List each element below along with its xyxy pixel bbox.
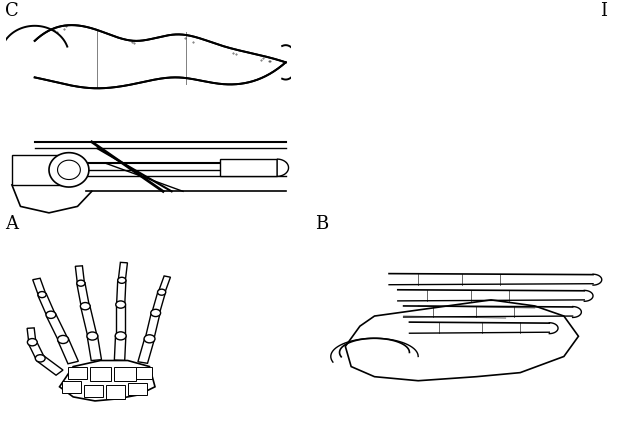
- Polygon shape: [58, 338, 78, 364]
- Polygon shape: [114, 336, 126, 360]
- Bar: [106, 385, 125, 399]
- Polygon shape: [38, 294, 55, 316]
- Polygon shape: [159, 276, 170, 293]
- Bar: [62, 381, 81, 393]
- Circle shape: [27, 338, 37, 346]
- Text: I: I: [600, 2, 607, 20]
- Circle shape: [151, 309, 161, 316]
- Polygon shape: [145, 312, 160, 339]
- Polygon shape: [49, 153, 89, 187]
- Polygon shape: [46, 313, 68, 341]
- Bar: [136, 366, 153, 379]
- Polygon shape: [58, 160, 81, 179]
- Circle shape: [35, 355, 45, 362]
- Circle shape: [87, 332, 98, 340]
- Bar: [114, 366, 136, 381]
- Circle shape: [144, 335, 155, 343]
- Circle shape: [77, 280, 85, 286]
- Polygon shape: [37, 356, 63, 375]
- Circle shape: [58, 335, 68, 344]
- Bar: [89, 366, 112, 381]
- Polygon shape: [76, 266, 84, 283]
- Polygon shape: [33, 278, 46, 295]
- Polygon shape: [116, 304, 125, 336]
- Bar: [68, 366, 87, 379]
- Polygon shape: [277, 159, 288, 176]
- Polygon shape: [87, 335, 102, 361]
- Polygon shape: [77, 283, 89, 307]
- Polygon shape: [12, 155, 63, 185]
- Polygon shape: [117, 280, 126, 304]
- Polygon shape: [28, 341, 45, 359]
- Circle shape: [46, 311, 56, 319]
- Bar: [84, 385, 103, 397]
- Circle shape: [81, 303, 90, 310]
- Bar: [128, 383, 147, 395]
- Text: B: B: [315, 215, 328, 233]
- Polygon shape: [220, 159, 277, 176]
- Circle shape: [118, 277, 126, 283]
- Polygon shape: [345, 300, 578, 381]
- Polygon shape: [60, 360, 155, 401]
- Polygon shape: [138, 338, 154, 363]
- Circle shape: [115, 332, 126, 340]
- Polygon shape: [152, 292, 166, 313]
- Circle shape: [116, 301, 126, 308]
- Polygon shape: [27, 328, 36, 342]
- Circle shape: [38, 292, 46, 298]
- Polygon shape: [81, 306, 97, 337]
- Polygon shape: [282, 45, 297, 80]
- Text: C: C: [5, 2, 19, 20]
- Polygon shape: [118, 262, 128, 280]
- Text: A: A: [5, 215, 18, 233]
- Circle shape: [157, 289, 166, 295]
- Polygon shape: [1, 26, 67, 56]
